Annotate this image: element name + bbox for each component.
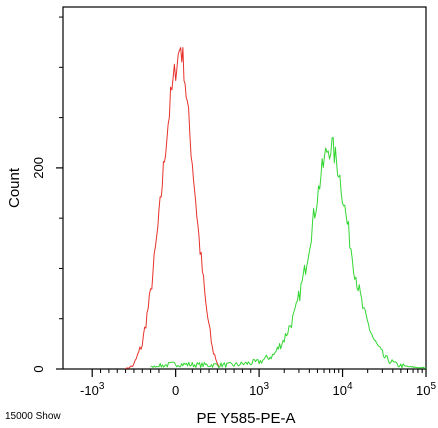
y-axis: 0 200	[31, 16, 63, 373]
footer-note: 15000 Show	[5, 411, 61, 422]
x-tick-base: 0	[172, 383, 179, 398]
x-axis-title: PE Y585-PE-A	[197, 410, 296, 427]
y-axis-title: Count	[6, 167, 23, 208]
x-tick-exponent: 5	[430, 381, 436, 392]
histogram-series-1	[125, 47, 220, 370]
x-tick-label: 104	[333, 381, 353, 398]
histogram-series-2	[150, 137, 427, 369]
x-tick-base: 10	[416, 383, 430, 398]
x-tick-exponent: 3	[99, 381, 105, 392]
y-tick-label: 0	[31, 365, 46, 372]
x-tick-label: 0	[172, 383, 179, 398]
plot-area-frame	[62, 6, 427, 370]
x-tick-exponent: 3	[264, 381, 270, 392]
x-tick-base: -10	[80, 383, 99, 398]
y-tick-label: 200	[31, 157, 46, 179]
x-tick-label: 105	[416, 381, 436, 398]
x-tick-base: 10	[249, 383, 263, 398]
x-tick-label: 103	[249, 381, 269, 398]
series-layer	[125, 47, 427, 370]
x-tick-exponent: 4	[347, 381, 353, 392]
x-tick-label: -103	[80, 381, 105, 398]
x-axis: -103 0 103 104 105	[80, 369, 436, 398]
x-tick-base: 10	[333, 383, 347, 398]
